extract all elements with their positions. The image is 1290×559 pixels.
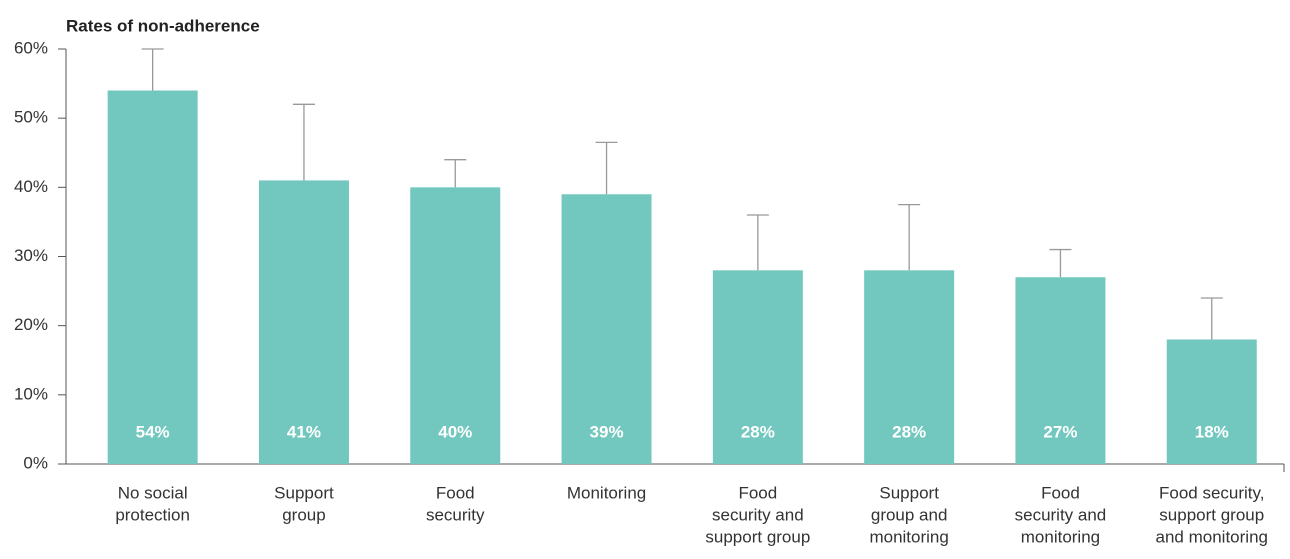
x-tick-label: monitoring — [869, 527, 948, 546]
x-tick-label: security — [426, 505, 485, 524]
bar — [107, 90, 198, 464]
y-tick-label: 50% — [14, 108, 48, 127]
x-tick-label: and monitoring — [1156, 527, 1268, 546]
x-tick-label: No social — [118, 483, 188, 502]
chart-title: Rates of non-adherence — [66, 16, 260, 35]
bar — [561, 194, 652, 464]
x-tick-label: security and — [1015, 505, 1107, 524]
y-tick-label: 20% — [14, 315, 48, 334]
y-tick-label: 40% — [14, 177, 48, 196]
value-label: 27% — [1043, 422, 1077, 441]
value-label: 40% — [438, 422, 472, 441]
y-tick-label: 30% — [14, 246, 48, 265]
x-tick-label: Monitoring — [567, 483, 646, 502]
bar — [1015, 277, 1106, 464]
value-label: 39% — [590, 422, 624, 441]
x-tick-label: security and — [712, 505, 804, 524]
y-tick-label: 60% — [14, 38, 48, 57]
bar — [712, 270, 803, 464]
bar — [864, 270, 955, 464]
bar — [1166, 339, 1257, 464]
y-tick-label: 10% — [14, 384, 48, 403]
x-tick-label: protection — [115, 505, 190, 524]
x-tick-label: monitoring — [1021, 527, 1100, 546]
x-tick-label: Support — [879, 483, 939, 502]
bar — [258, 180, 349, 464]
x-tick-label: Support — [274, 483, 334, 502]
x-tick-label: group — [282, 505, 325, 524]
x-tick-label: support group — [1159, 505, 1264, 524]
x-tick-label: Food — [1041, 483, 1080, 502]
value-label: 41% — [287, 422, 321, 441]
x-tick-label: Food security, — [1159, 483, 1265, 502]
value-label: 54% — [136, 422, 170, 441]
x-tick-label: support group — [705, 527, 810, 546]
y-tick-label: 0% — [23, 453, 48, 472]
value-label: 18% — [1195, 422, 1229, 441]
x-tick-label: Food — [738, 483, 777, 502]
bar — [410, 187, 501, 465]
x-tick-label: Food — [436, 483, 475, 502]
x-tick-label: group and — [871, 505, 948, 524]
value-label: 28% — [741, 422, 775, 441]
value-label: 28% — [892, 422, 926, 441]
